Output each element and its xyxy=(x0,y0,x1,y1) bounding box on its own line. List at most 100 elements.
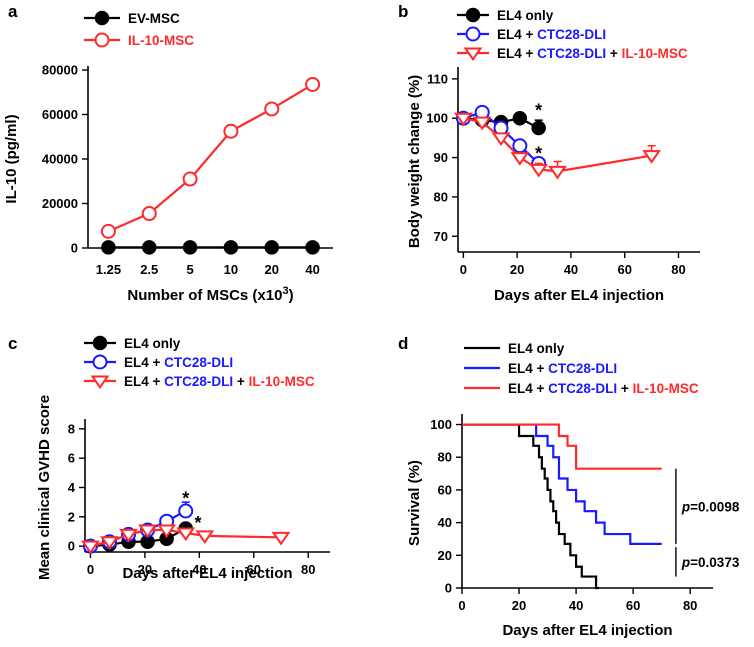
data-point xyxy=(642,150,662,164)
x-tick-label: 20 xyxy=(512,598,526,613)
x-tick-label: 60 xyxy=(626,598,640,613)
legend-entry-part: EL4 + xyxy=(497,46,537,61)
data-point xyxy=(465,7,481,23)
data-point xyxy=(142,240,157,255)
panel-a: a 0 20000 40000 60000 80000 1.25 2.5 5 10 20 40 IL-1… xyxy=(3,2,333,304)
data-point xyxy=(223,240,239,255)
x-tick-label: 40 xyxy=(569,598,583,613)
x-axis-title-text: Days after EL4 injection xyxy=(502,622,672,639)
legend-entry: EL4 + CTC28-DLI xyxy=(497,27,606,42)
y-tick-label: 80 xyxy=(434,189,448,204)
panel-letter: d xyxy=(398,334,408,353)
legend-entry-part: IL-10-MSC xyxy=(633,381,699,396)
legend-entry-part: IL-10-MSC xyxy=(249,374,315,389)
x-tick-label: 10 xyxy=(224,262,238,277)
y-tick-label: 20000 xyxy=(42,196,78,211)
y-axis-title: Mean clinical GVHD score xyxy=(36,395,53,580)
data-point xyxy=(100,536,119,550)
data-point xyxy=(157,524,177,539)
x-axis-title-text: Days after EL4 injection xyxy=(494,287,664,304)
legend-entry-part: CTC28-DLI xyxy=(548,361,617,376)
y-tick-label: 80000 xyxy=(42,63,78,78)
legend-entry: EL4 + CTC28-DLI + IL-10-MSC xyxy=(508,381,699,396)
data-point xyxy=(264,240,279,255)
x-tick-label: 0 xyxy=(458,598,465,613)
panel-letter: b xyxy=(398,2,408,21)
p-value-label: p=0.0098 xyxy=(681,499,740,514)
legend-entry-part: IL-10-MSC xyxy=(622,46,688,61)
y-axis-title: Body weight change (%) xyxy=(406,75,423,248)
legend-entry: EL4 + CTC28-DLI + IL-10-MSC xyxy=(124,374,315,389)
x-tick-label: 60 xyxy=(247,562,261,577)
legend-entry-part: EL4 + xyxy=(124,374,164,389)
x-axis-title-text: Days after EL4 injection xyxy=(122,565,292,582)
data-point xyxy=(94,32,110,48)
x-tick-label: 60 xyxy=(617,262,631,277)
y-tick-label: 2 xyxy=(68,509,75,524)
x-tick-label: 40 xyxy=(564,262,578,277)
data-point xyxy=(453,112,473,127)
significance-asterisk: * xyxy=(182,488,189,508)
x-tick-label: 80 xyxy=(671,262,685,277)
data-point xyxy=(178,503,194,519)
significance-asterisk: * xyxy=(535,144,542,164)
data-point xyxy=(264,101,280,117)
y-tick-label: 90 xyxy=(434,150,448,165)
x-axis-title-superscript: 3 xyxy=(282,285,288,297)
legend-entry-part: EL4 + xyxy=(508,361,548,376)
legend-entry-part: + xyxy=(233,374,248,389)
y-tick-label: 110 xyxy=(427,71,448,86)
data-point xyxy=(510,152,530,166)
series-3 xyxy=(81,524,291,555)
x-tick-label: 20 xyxy=(138,562,152,577)
x-tick-label: 80 xyxy=(301,562,315,577)
data-point xyxy=(305,240,320,255)
data-point xyxy=(182,240,198,255)
x-axis-title: Days after EL4 injection xyxy=(122,565,292,582)
y-tick-label: 8 xyxy=(68,421,75,436)
x-tick-label: 20 xyxy=(265,262,279,277)
x-tick-label: 0 xyxy=(87,562,94,577)
data-point xyxy=(529,163,549,178)
legend-entry-part: + xyxy=(617,381,632,396)
x-tick-label: 2.5 xyxy=(140,262,158,277)
p-value-prefix: p xyxy=(681,499,690,514)
legend-entry-part: EL4 only xyxy=(497,8,554,23)
y-tick-label: 20 xyxy=(438,548,452,563)
x-axis-title-end: ) xyxy=(289,287,294,304)
data-point xyxy=(176,527,196,542)
legend-entry-part: CTC28-DLI xyxy=(164,355,233,370)
legend-entry-part: EL4 only xyxy=(124,336,181,351)
y-tick-label: 0 xyxy=(445,581,452,596)
data-point xyxy=(548,165,567,180)
y-tick-label: 100 xyxy=(430,417,452,432)
y-tick-label: 0 xyxy=(68,539,75,554)
data-point xyxy=(512,110,528,126)
series-line xyxy=(107,83,314,233)
data-point xyxy=(94,10,110,26)
x-tick-label: 40 xyxy=(305,262,319,277)
legend-entry: EL4 only xyxy=(497,8,554,23)
y-tick-label: 100 xyxy=(426,111,448,126)
x-tick-label: 40 xyxy=(192,562,206,577)
data-point xyxy=(305,76,321,92)
y-tick-label: 0 xyxy=(71,241,78,256)
y-axis-title: IL-10 (pg/ml) xyxy=(3,114,20,203)
legend-entry-part: CTC28-DLI xyxy=(548,381,617,396)
y-tick-label: 40 xyxy=(438,515,452,530)
data-point xyxy=(100,223,116,239)
significance-asterisk: * xyxy=(535,100,542,120)
x-tick-label: 0 xyxy=(460,262,467,277)
legend-entry-part: + xyxy=(606,46,621,61)
legend-entry-part: CTC28-DLI xyxy=(164,374,233,389)
legend-entry: EL4 only xyxy=(124,336,181,351)
y-tick-label: 60000 xyxy=(42,107,78,122)
panel-b: b 70 80 90 100 110 0 20 40 60 80 Body weight change… xyxy=(398,2,700,304)
x-axis-title: Days after EL4 injection xyxy=(494,287,664,304)
panel-d: d 0 20 40 60 80 100 0 20 40 60 80 Survival (%) Days a… xyxy=(398,334,740,639)
legend-entry: EV-MSC xyxy=(128,11,180,26)
significance-asterisk: * xyxy=(194,513,201,533)
panel-letter: c xyxy=(8,334,17,353)
data-point xyxy=(92,354,108,370)
series-1 xyxy=(83,521,193,554)
